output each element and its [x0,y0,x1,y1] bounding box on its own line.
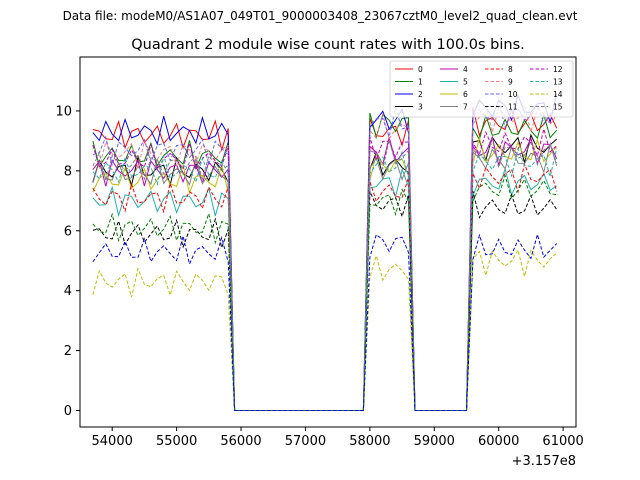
legend-label: 2 [418,90,423,99]
legend-label: 12 [553,65,563,74]
legend-label: 8 [508,65,513,74]
legend-label: 4 [463,65,468,74]
legend-label: 0 [418,65,423,74]
series-line-14 [92,248,558,411]
series-line-9 [92,104,558,411]
y-tick-label: 4 [64,284,72,299]
legend-label: 7 [463,103,468,112]
legend-label: 9 [508,78,513,87]
x-offset-label: +3.157e8 [512,454,576,469]
x-tick-label: 60000 [478,434,519,449]
x-tick-label: 59000 [414,434,455,449]
legend-label: 6 [463,90,468,99]
legend-label: 1 [418,78,423,87]
chart-title: Quadrant 2 module wise count rates with … [131,37,525,53]
suptitle: Data file: modeM0/AS1A07_049T01_90000034… [63,9,578,23]
series-line-g6 [92,173,557,411]
plot-lines [92,93,558,411]
legend-box [389,60,574,118]
x-tick-label: 58000 [349,434,390,449]
series-line-11 [92,191,558,411]
legend-label: 11 [508,103,518,112]
legend-label: 13 [553,78,563,87]
y-tick-label: 2 [64,344,72,359]
series-line-13 [92,147,558,411]
series-line-7 [92,141,558,411]
legend-label: 15 [553,103,563,112]
x-tick-label: 54000 [92,434,133,449]
x-tick-label: 56000 [220,434,261,449]
legend-label: 14 [553,90,563,99]
legend-label: 10 [508,90,518,99]
legend-label: 5 [463,78,468,87]
legend-label: 3 [418,103,423,112]
series-line-1 [92,112,558,411]
plot-frame [79,56,577,428]
x-axis: 54000 55000 56000 57000 58000 59000 60000 61000 [92,427,584,449]
series-line-b5 [92,232,558,411]
y-tick-label: 6 [64,224,72,239]
series-line-15 [92,137,558,411]
x-tick-label: 55000 [156,434,197,449]
x-tick-label: 57000 [285,434,326,449]
x-tick-label: 61000 [542,434,583,449]
y-axis: 0 2 4 6 8 10 [55,104,80,419]
y-tick-label: 8 [64,164,72,179]
series-line-12 [92,127,558,411]
y-tick-label: 0 [64,404,72,419]
series-line-10 [92,97,558,411]
series-line-5 [92,166,557,411]
y-tick-label: 10 [55,104,72,119]
